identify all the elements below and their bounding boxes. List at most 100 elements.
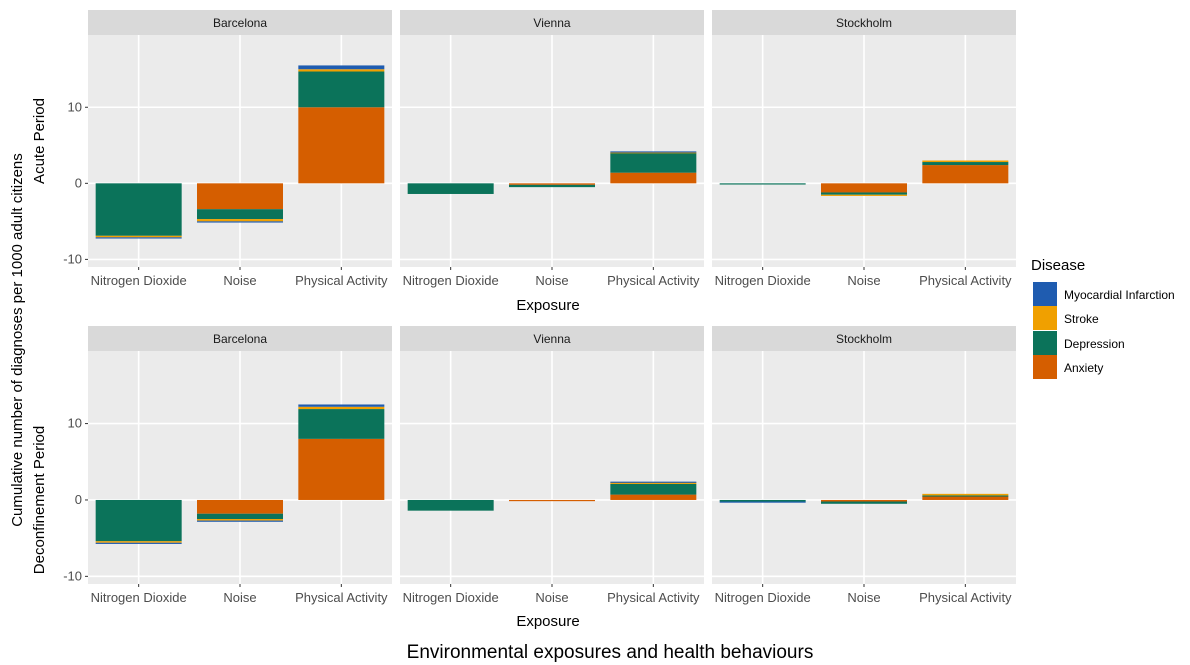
strip-label: Vienna (533, 332, 570, 346)
strip (88, 10, 392, 35)
bar-segment-nitrogen-dioxide-stroke (95, 541, 182, 543)
x-tick-label: Nitrogen Dioxide (91, 590, 187, 605)
y-tick-label: -10 (63, 251, 82, 266)
x-axis-title-bottom: Exposure (516, 613, 579, 630)
bar-segment-nitrogen-dioxide-myocardial-infarction (95, 237, 182, 239)
panels-layer: Barcelona Nitrogen Dioxide Noise Physical A… (63, 10, 1016, 605)
bar-segment-noise-anxiety (821, 183, 907, 193)
bar-segment-physical-activity-depression (922, 495, 1009, 497)
bar-segment-nitrogen-dioxide-depression (719, 183, 806, 185)
legend-key-stroke (1033, 306, 1057, 330)
bar-segment-noise-stroke (197, 219, 283, 222)
bar-segment-physical-activity-stroke (298, 406, 385, 410)
legend-label-myocardial-infarction: Myocardial Infarction (1064, 288, 1175, 302)
x-tick-label: Nitrogen Dioxide (91, 273, 187, 288)
panel-deconfinement-period-barcelona: Barcelona Nitrogen Dioxide Noise Physical A… (63, 326, 392, 605)
bar-segment-noise-anxiety (509, 499, 595, 502)
legend-key-anxiety (1033, 355, 1057, 379)
bar-segment-nitrogen-dioxide-depression (407, 183, 494, 194)
legend: Disease Myocardial Infarction Stroke Dep… (1031, 257, 1175, 379)
bar-segment-physical-activity-stroke (922, 160, 1009, 163)
bar-segment-physical-activity-depression (610, 152, 697, 173)
x-tick-label: Physical Activity (919, 590, 1012, 605)
bar-segment-physical-activity-anxiety (298, 438, 385, 500)
bar-segment-physical-activity-myocardial-infarction (298, 404, 385, 407)
strip (400, 10, 704, 35)
bar-segment-physical-activity-anxiety (922, 496, 1009, 500)
row-label-deconfinement: Deconfinement Period (31, 426, 48, 574)
x-tick-label: Physical Activity (295, 273, 388, 288)
y-tick-label: 10 (68, 99, 82, 114)
strip (712, 326, 1016, 351)
x-tick-label: Noise (223, 590, 256, 605)
legend-label-depression: Depression (1064, 337, 1125, 351)
x-tick-label: Physical Activity (607, 590, 700, 605)
bar-segment-physical-activity-stroke (610, 152, 697, 154)
bar-segment-nitrogen-dioxide-depression (719, 499, 806, 502)
bar-segment-nitrogen-dioxide-depression (95, 499, 182, 542)
y-tick-label: -10 (63, 568, 82, 583)
x-tick-label: Physical Activity (607, 273, 700, 288)
bar-segment-noise-myocardial-infarction (197, 221, 283, 223)
panel-acute-period-stockholm: Stockholm Nitrogen Dioxide Noise Physical A… (712, 10, 1016, 288)
x-tick-label: Noise (847, 273, 880, 288)
bar-segment-noise-stroke (821, 194, 907, 196)
bar-segment-nitrogen-dioxide-myocardial-infarction (95, 542, 182, 544)
strip-label: Barcelona (213, 16, 267, 30)
outer-x-axis-title: Environmental exposures and health behav… (407, 642, 814, 663)
x-tick-label: Nitrogen Dioxide (715, 590, 811, 605)
row-label-acute: Acute Period (31, 98, 48, 184)
panel-deconfinement-period-stockholm: Stockholm Nitrogen Dioxide Noise Physical A… (712, 326, 1016, 605)
legend-key-myocardial-infarction (1033, 282, 1057, 306)
bar-segment-noise-depression (821, 192, 907, 195)
bar-segment-physical-activity-myocardial-infarction (610, 151, 697, 153)
bar-segment-physical-activity-depression (298, 409, 385, 439)
bar-segment-physical-activity-depression (610, 483, 697, 495)
x-tick-label: Noise (847, 590, 880, 605)
x-tick-label: Noise (535, 273, 568, 288)
x-tick-label: Nitrogen Dioxide (403, 590, 499, 605)
bar-segment-physical-activity-myocardial-infarction (298, 65, 385, 70)
bar-segment-physical-activity-anxiety (298, 107, 385, 184)
x-tick-label: Noise (223, 273, 256, 288)
strip (712, 10, 1016, 35)
x-tick-label: Nitrogen Dioxide (715, 273, 811, 288)
bar-segment-nitrogen-dioxide-stroke (95, 235, 182, 238)
panel-deconfinement-period-vienna: Vienna Nitrogen Dioxide Noise Physical Acti… (400, 326, 704, 605)
x-tick-label: Physical Activity (919, 273, 1012, 288)
legend-title: Disease (1031, 257, 1085, 274)
bar-segment-noise-anxiety (821, 499, 907, 502)
y-tick-label: 10 (68, 416, 82, 431)
bar-segment-physical-activity-anxiety (610, 172, 697, 184)
strip (88, 326, 392, 351)
bar-segment-physical-activity-anxiety (610, 494, 697, 500)
legend-key-depression (1033, 331, 1057, 355)
bar-segment-physical-activity-myocardial-infarction (610, 481, 697, 483)
legend-label-anxiety: Anxiety (1064, 361, 1103, 375)
bar-segment-noise-depression (821, 501, 907, 504)
bar-segment-physical-activity-anxiety (922, 165, 1009, 184)
panel-acute-period-vienna: Vienna Nitrogen Dioxide Noise Physical Acti… (400, 10, 704, 288)
bar-segment-nitrogen-dioxide-depression (407, 499, 494, 511)
x-tick-label: Nitrogen Dioxide (403, 273, 499, 288)
bar-segment-noise-depression (197, 513, 283, 520)
bar-segment-physical-activity-stroke (298, 69, 385, 72)
y-axis-title: Cumulative number of diagnoses per 1000 … (9, 153, 26, 527)
bar-segment-noise-anxiety (197, 499, 283, 514)
bar-segment-noise-anxiety (197, 183, 283, 210)
bar-segment-noise-anxiety (509, 183, 595, 185)
panel-acute-period-barcelona: Barcelona Nitrogen Dioxide Noise Physical A… (63, 10, 392, 288)
bar-segment-noise-depression (509, 184, 595, 188)
strip-label: Stockholm (836, 16, 892, 30)
bar-segment-noise-depression (197, 209, 283, 220)
strip-label: Vienna (533, 16, 570, 30)
x-tick-label: Noise (535, 590, 568, 605)
x-axis-title-top: Exposure (516, 297, 579, 314)
bar-segment-noise-myocardial-infarction (197, 520, 283, 522)
y-tick-label: 0 (75, 175, 82, 190)
strip (400, 326, 704, 351)
strip-label: Stockholm (836, 332, 892, 346)
bar-segment-physical-activity-depression (922, 162, 1009, 166)
bar-segment-nitrogen-dioxide-myocardial-infarction (719, 501, 806, 503)
